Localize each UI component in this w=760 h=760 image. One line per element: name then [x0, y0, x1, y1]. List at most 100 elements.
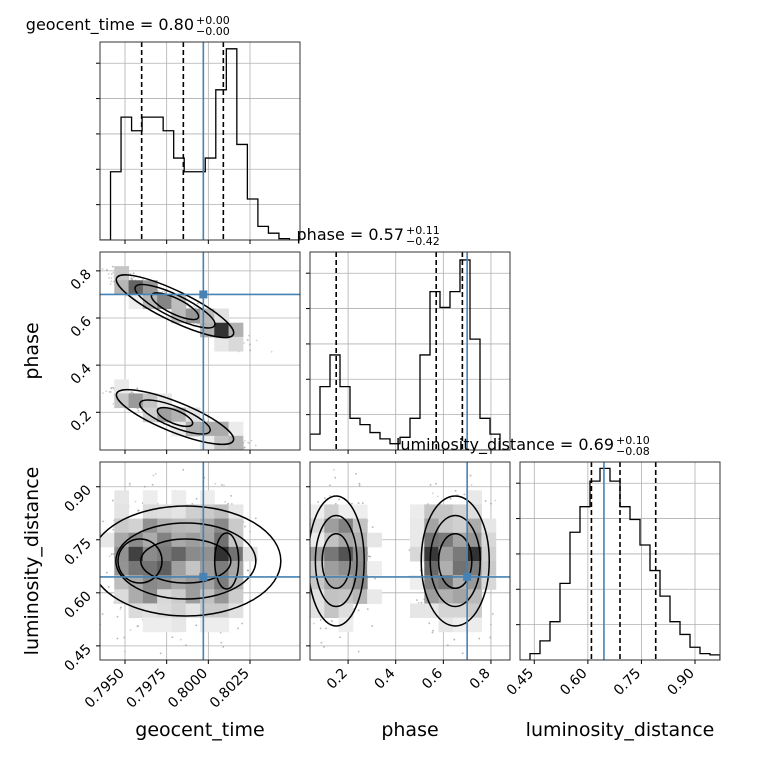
scatter-point — [108, 555, 111, 558]
scatter-point — [171, 636, 174, 639]
scatter-point — [157, 290, 160, 292]
scatter-point — [111, 499, 114, 502]
panel-grid — [310, 252, 510, 450]
scatter-point — [101, 613, 104, 615]
density-bin — [228, 435, 244, 450]
scatter-point — [221, 484, 223, 486]
density-bin — [114, 504, 130, 520]
scatter-point — [107, 586, 110, 588]
scatter-point — [196, 302, 199, 305]
scatter-point — [112, 526, 115, 529]
density-bin — [171, 561, 187, 576]
scatter-point — [244, 439, 246, 442]
scatter-point — [247, 569, 249, 572]
density-bin — [228, 322, 244, 338]
scatter-point — [116, 615, 119, 618]
scatter-point — [116, 637, 119, 640]
density-bin — [157, 546, 172, 562]
scatter-point — [243, 446, 245, 449]
scatter-point — [108, 390, 111, 393]
scatter-point — [130, 391, 133, 394]
contour — [100, 505, 282, 617]
scatter-point — [130, 277, 133, 280]
scatter-point — [227, 502, 230, 505]
density-bin — [214, 435, 230, 450]
scatter-point — [131, 278, 134, 281]
scatter-point — [137, 625, 140, 628]
scatter-point — [111, 386, 113, 389]
scatter-point — [123, 636, 126, 639]
scatter-point — [130, 277, 133, 280]
density-bin — [228, 336, 244, 352]
scatter-point — [357, 650, 360, 653]
scatter-point — [249, 530, 252, 533]
scatter-point — [110, 277, 113, 280]
density-bin — [142, 504, 158, 520]
scatter-point — [196, 322, 198, 325]
scatter-point — [159, 652, 162, 655]
scatter-point — [136, 387, 139, 390]
scatter-point — [155, 704, 157, 706]
scatter-point — [249, 349, 252, 352]
density-bin — [114, 575, 130, 590]
panel-frame — [99, 461, 301, 661]
density-bin — [157, 518, 172, 534]
density-bin — [214, 518, 230, 534]
scatter-point — [129, 277, 132, 280]
scatter-point — [143, 485, 146, 488]
y-tick-label: 0.75 — [61, 535, 94, 568]
scatter-point — [110, 553, 113, 556]
scatter-point — [223, 484, 225, 487]
scatter-point — [249, 343, 251, 346]
scatter-point — [247, 334, 250, 337]
scatter-point — [191, 503, 194, 505]
scatter-point — [255, 339, 258, 342]
histogram-step-phase — [310, 259, 510, 450]
scatter-point — [143, 485, 146, 488]
density-bin — [171, 504, 187, 520]
panel-frame — [99, 251, 301, 451]
scatter-point — [132, 272, 135, 275]
scatter-point — [478, 637, 481, 640]
density-bin — [185, 589, 201, 604]
scatter-point — [374, 577, 376, 580]
scatter-point — [325, 627, 327, 630]
scatter-point — [254, 517, 257, 520]
truth-marker — [199, 290, 208, 299]
scatter-point — [131, 391, 134, 394]
density-bin — [228, 518, 244, 534]
density-bin — [200, 490, 215, 505]
scatter-point — [137, 409, 140, 412]
scatter-point — [154, 472, 157, 475]
y-tick-label: 0.60 — [61, 588, 94, 621]
contour — [117, 538, 163, 584]
contour — [156, 406, 194, 428]
scatter-point — [366, 608, 369, 611]
scatter-point — [254, 444, 257, 447]
scatter-point — [137, 509, 139, 512]
density-bin — [171, 518, 187, 534]
scatter-point — [112, 553, 115, 555]
scatter-point — [112, 528, 115, 531]
scatter-point — [108, 277, 111, 279]
scatter-point — [246, 338, 249, 341]
density-bin — [114, 490, 130, 505]
scatter-point — [105, 269, 108, 271]
density-bin — [128, 589, 144, 604]
scatter-point — [112, 553, 115, 555]
scatter-point — [469, 474, 472, 477]
scatter-point — [105, 269, 108, 271]
scatter-point — [230, 494, 232, 497]
scatter-point — [243, 342, 246, 344]
scatter-point — [119, 608, 122, 611]
scatter-point — [112, 528, 115, 531]
density-bin — [142, 280, 158, 295]
scatter-point — [222, 645, 225, 648]
scatter-point — [116, 615, 119, 618]
scatter-point — [151, 483, 154, 486]
density-bin — [171, 490, 187, 505]
density-bin — [228, 421, 244, 437]
scatter-point — [161, 290, 164, 293]
scatter-point — [357, 609, 360, 612]
scatter-point — [319, 619, 322, 621]
